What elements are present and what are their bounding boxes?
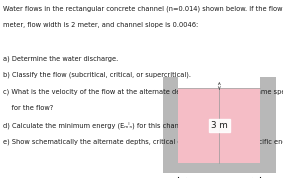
Bar bbox=[260, 77, 276, 173]
Bar bbox=[163, 163, 276, 173]
Text: Water flows in the rectangular concrete channel (n=0.014) shown below. If the fl: Water flows in the rectangular concrete … bbox=[3, 5, 283, 12]
Text: 3 m: 3 m bbox=[211, 121, 228, 130]
Text: a) Determine the water discharge.: a) Determine the water discharge. bbox=[3, 55, 118, 62]
Text: e) Show schematically the alternate depths, critical depth, and Eₘᴵₙ on a specif: e) Show schematically the alternate dept… bbox=[3, 138, 283, 145]
Text: b) Classify the flow (subcritical, critical, or supercritical).: b) Classify the flow (subcritical, criti… bbox=[3, 72, 191, 78]
Bar bbox=[163, 77, 178, 173]
Text: c) What is the velocity of the flow at the alternate depth that provides the sam: c) What is the velocity of the flow at t… bbox=[3, 88, 283, 95]
Text: d) Calculate the minimum energy (Eₘᴵₙ) for this channel.: d) Calculate the minimum energy (Eₘᴵₙ) f… bbox=[3, 121, 191, 129]
Bar bbox=[178, 88, 260, 163]
Text: for the flow?: for the flow? bbox=[3, 105, 53, 111]
Text: meter, flow width is 2 meter, and channel slope is 0.0046:: meter, flow width is 2 meter, and channe… bbox=[3, 22, 198, 28]
